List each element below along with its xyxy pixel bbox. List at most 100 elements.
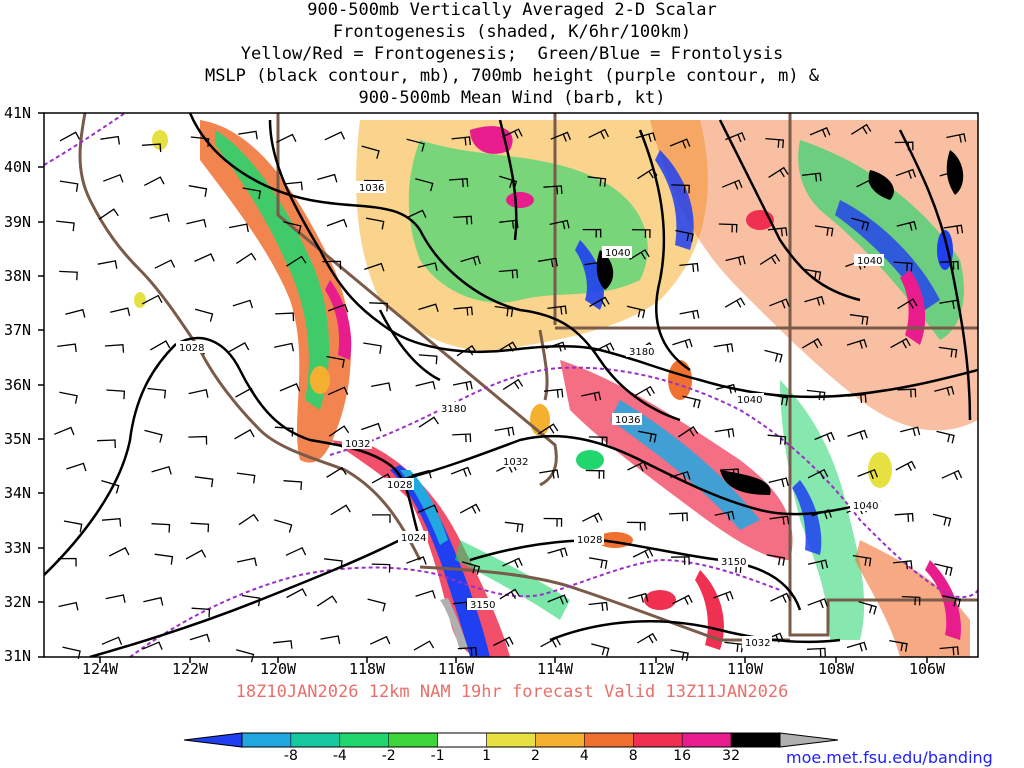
wind-barb: [320, 635, 341, 645]
wind-barb: [66, 462, 87, 472]
wind-barb: [147, 387, 167, 399]
wind-barb: [194, 308, 214, 322]
wind-barb: [670, 470, 691, 481]
wind-barb: [324, 558, 343, 569]
colorbar-swatch: [584, 732, 634, 748]
wind-barb: [190, 136, 210, 147]
wind-barb: [939, 299, 960, 310]
mslp-label: 1040: [734, 393, 764, 406]
wind-barb: [672, 594, 693, 605]
wind-barb: [456, 344, 477, 357]
wind-barb: [934, 385, 955, 396]
wind-barb: [108, 547, 130, 557]
wind-barb: [317, 173, 338, 183]
wind-barb: [188, 435, 208, 445]
wind-barb: [846, 641, 868, 652]
lat-label-35n: 35N: [4, 430, 32, 448]
wind-barb: [545, 341, 567, 352]
colorbar-swatch: [388, 732, 438, 748]
wind-barb: [804, 295, 825, 306]
lat-label-37n: 37N: [4, 321, 32, 339]
mslp-label-text: 1040: [737, 395, 762, 406]
mslp-label-text: 1024: [401, 533, 426, 544]
colorbar-tick: 16: [673, 748, 692, 764]
wind-barb: [539, 469, 560, 479]
wind-barb: [582, 228, 602, 238]
wind-barb: [56, 220, 75, 232]
lon-label-112w: 112W: [637, 660, 675, 678]
wind-barb: [57, 343, 77, 353]
height-label-text: 3180: [629, 347, 654, 358]
wind-barb: [417, 504, 439, 513]
wind-barb: [901, 595, 921, 606]
wind-barb: [235, 387, 256, 398]
mslp-label-text: 1040: [605, 248, 630, 259]
wind-barb: [807, 468, 829, 480]
wind-barb: [285, 546, 307, 556]
lon-label-114w: 114W: [536, 660, 574, 678]
mslp-label: 1040: [850, 499, 880, 512]
wind-barb: [194, 476, 214, 488]
wind-barb: [369, 302, 388, 312]
wind-barb: [807, 559, 829, 570]
mslp-label: 1032: [342, 437, 372, 450]
title-line-1: 900-500mb Vertically Averaged 2-D Scalar: [307, 0, 717, 20]
colorbar-high-arrow: [779, 732, 839, 748]
wind-barb: [142, 641, 163, 650]
height-label: 3180: [626, 345, 656, 358]
lon-label-118w: 118W: [348, 660, 386, 678]
mslp-label-text: 1036: [359, 183, 384, 194]
wind-barb: [97, 260, 118, 269]
mslp-label-text: 1032: [503, 457, 528, 468]
wind-barb: [765, 137, 785, 149]
wind-barb: [238, 513, 259, 526]
wind-barb: [721, 179, 743, 190]
wind-barb: [104, 344, 125, 353]
axis-ticks: [38, 112, 928, 663]
wind-barb: [415, 178, 434, 192]
colorbar-swatch: [681, 732, 732, 748]
colorbar-swatch: [241, 732, 292, 748]
wind-barb: [191, 607, 211, 618]
height-label: 3180: [438, 402, 468, 415]
wind-barb: [418, 354, 438, 365]
wind-barb: [720, 468, 740, 478]
wind-barb: [144, 429, 163, 443]
height-label: 3150: [467, 598, 497, 611]
height-700mb-contours: [44, 113, 978, 657]
title-line-2: Frontogenesis (shaded, K/6hr/100km): [332, 22, 692, 42]
mslp-label-text: 1028: [387, 480, 412, 491]
wind-barb: [811, 509, 832, 520]
wind-barb: [504, 521, 524, 533]
height-label-text: 3180: [441, 404, 466, 415]
wind-barb: [941, 469, 963, 481]
wind-barb: [802, 172, 822, 182]
wind-barb: [543, 388, 564, 398]
wind-barb: [460, 255, 481, 266]
wind-barb: [897, 388, 917, 398]
lon-label-108w: 108W: [817, 660, 855, 678]
wind-barb: [324, 131, 346, 141]
wind-barb: [59, 391, 78, 404]
wind-barb: [330, 504, 351, 516]
height-label-text: 3150: [470, 600, 495, 611]
wind-barb: [588, 557, 608, 569]
wind-barb: [415, 589, 436, 599]
source-credit-link[interactable]: moe.met.fsu.edu/banding: [786, 748, 993, 767]
wind-barb: [896, 220, 917, 231]
wind-barb: [547, 547, 568, 558]
wind-barb: [232, 299, 254, 309]
wind-barb: [589, 296, 610, 307]
lon-label-106w: 106W: [908, 660, 946, 678]
wind-barb: [418, 416, 439, 428]
lon-label-110w: 110W: [726, 660, 764, 678]
colorbar-tick: -4: [332, 748, 347, 764]
wind-barb: [847, 393, 867, 404]
height-label: 3150: [718, 555, 748, 568]
wind-barb: [283, 480, 303, 491]
wind-barb: [547, 594, 569, 605]
wind-barb: [858, 601, 877, 615]
wind-barb: [154, 553, 174, 565]
colorbar-low-arrow: [183, 732, 243, 748]
wind-barb: [543, 185, 563, 195]
